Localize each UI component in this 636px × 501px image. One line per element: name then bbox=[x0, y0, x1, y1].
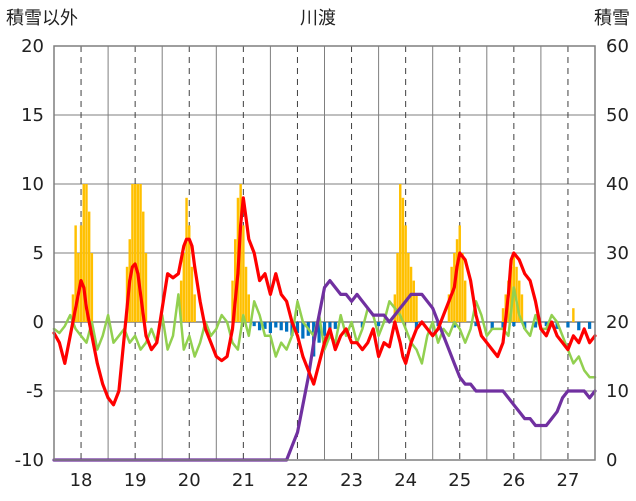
blue-bar bbox=[252, 322, 256, 327]
blue-bar bbox=[268, 322, 273, 334]
blue-bar bbox=[376, 322, 381, 327]
blue-bar bbox=[274, 322, 278, 328]
blue-bar bbox=[263, 322, 267, 329]
y-left-tick-label: 20 bbox=[21, 36, 44, 57]
blue-bar bbox=[285, 322, 289, 332]
orange-bar bbox=[447, 294, 451, 322]
orange-bar bbox=[399, 184, 402, 322]
orange-bar bbox=[85, 184, 88, 322]
orange-bar bbox=[518, 280, 521, 322]
x-tick-label: 19 bbox=[124, 470, 147, 491]
orange-bar bbox=[185, 197, 188, 322]
blue-bar bbox=[566, 322, 570, 328]
y-right-tick-label: 30 bbox=[606, 243, 629, 264]
blue-bar bbox=[301, 322, 305, 339]
blue-bar bbox=[544, 322, 548, 327]
blue-bar bbox=[333, 322, 337, 329]
x-tick-label: 27 bbox=[556, 470, 579, 491]
blue-bar bbox=[295, 322, 300, 334]
orange-bar bbox=[74, 225, 77, 322]
orange-bar bbox=[412, 280, 415, 322]
orange-bar bbox=[144, 253, 148, 322]
purple-series-line bbox=[52, 279, 597, 462]
y-right-tick-label: 50 bbox=[606, 105, 629, 126]
y-right-tick-label: 10 bbox=[606, 381, 629, 402]
y-right-tick-label: 0 bbox=[606, 450, 617, 471]
orange-bar bbox=[396, 253, 399, 322]
orange-bar bbox=[244, 266, 248, 322]
blue-bar bbox=[414, 322, 419, 329]
blue-bar bbox=[322, 322, 327, 336]
orange-bar bbox=[179, 280, 183, 322]
x-tick-label: 20 bbox=[178, 470, 201, 491]
blue-bar bbox=[512, 322, 516, 327]
blue-bar bbox=[577, 322, 581, 331]
orange-bar bbox=[463, 280, 467, 322]
left-axis-label: 積雪以外 bbox=[6, 8, 78, 29]
right-axis-label: 積雪 bbox=[594, 8, 630, 29]
orange-bar bbox=[188, 225, 191, 322]
blue-bar bbox=[317, 322, 321, 343]
blue-bar bbox=[279, 322, 283, 331]
orange-bar bbox=[461, 253, 464, 322]
x-tick-label: 24 bbox=[394, 470, 417, 491]
blue-bar bbox=[474, 322, 478, 327]
y-right-tick-label: 20 bbox=[606, 312, 629, 333]
y-right-tick-label: 40 bbox=[606, 174, 629, 195]
orange-bar bbox=[509, 266, 513, 322]
orange-bar bbox=[136, 184, 140, 322]
chart-title: 川渡 bbox=[300, 8, 336, 29]
orange-bar bbox=[407, 253, 410, 322]
orange-bar bbox=[79, 225, 83, 322]
y-right-tick-label: 60 bbox=[606, 36, 629, 57]
orange-bar bbox=[142, 211, 145, 322]
x-tick-label: 22 bbox=[286, 470, 309, 491]
blue-bar bbox=[587, 322, 592, 329]
x-tick-label: 21 bbox=[232, 470, 255, 491]
orange-bar bbox=[90, 253, 94, 322]
y-left-tick-label: 0 bbox=[33, 312, 44, 333]
orange-bar bbox=[82, 184, 85, 322]
blue-bar bbox=[533, 322, 538, 328]
orange-bar bbox=[193, 294, 196, 322]
orange-bar bbox=[131, 184, 134, 322]
orange-bar bbox=[231, 280, 234, 322]
plot-frame bbox=[53, 45, 596, 461]
orange-bar bbox=[458, 225, 461, 322]
orange-bar bbox=[520, 294, 524, 322]
orange-bar bbox=[247, 294, 250, 322]
orange-bar bbox=[133, 184, 137, 322]
y-left-tick-label: -10 bbox=[15, 450, 44, 471]
y-left-tick-label: -5 bbox=[26, 381, 44, 402]
line-layer bbox=[52, 196, 597, 462]
x-tick-label: 18 bbox=[70, 470, 93, 491]
orange-bar bbox=[190, 266, 194, 322]
y-left-tick-label: 10 bbox=[21, 174, 44, 195]
x-tick-label: 25 bbox=[448, 470, 471, 491]
orange-bar bbox=[87, 211, 91, 322]
orange-bar bbox=[515, 266, 518, 322]
blue-bar bbox=[257, 322, 262, 331]
orange-bar bbox=[234, 239, 237, 322]
orange-bar bbox=[404, 225, 407, 322]
x-tick-label: 26 bbox=[502, 470, 525, 491]
orange-bar bbox=[242, 225, 245, 322]
orange-bar bbox=[401, 197, 405, 322]
red-series-line bbox=[52, 196, 597, 407]
blue-bar bbox=[501, 322, 505, 328]
orange-bar bbox=[501, 308, 505, 322]
blue-bar bbox=[490, 322, 494, 329]
orange-bar bbox=[415, 294, 418, 322]
tick-labels: -10 -5 0 5 10 15 20 0 10 20 30 40 50 60 18 19 20 21 22 23 24… bbox=[15, 36, 629, 491]
orange-bar bbox=[572, 308, 575, 322]
orange-bar bbox=[71, 294, 75, 322]
bar-layer bbox=[71, 184, 592, 357]
y-left-tick-label: 15 bbox=[21, 105, 44, 126]
x-tick-label: 23 bbox=[340, 470, 363, 491]
orange-bar bbox=[455, 239, 459, 322]
orange-bar bbox=[139, 184, 142, 322]
y-left-tick-label: 5 bbox=[33, 243, 44, 264]
orange-bar bbox=[182, 253, 186, 322]
